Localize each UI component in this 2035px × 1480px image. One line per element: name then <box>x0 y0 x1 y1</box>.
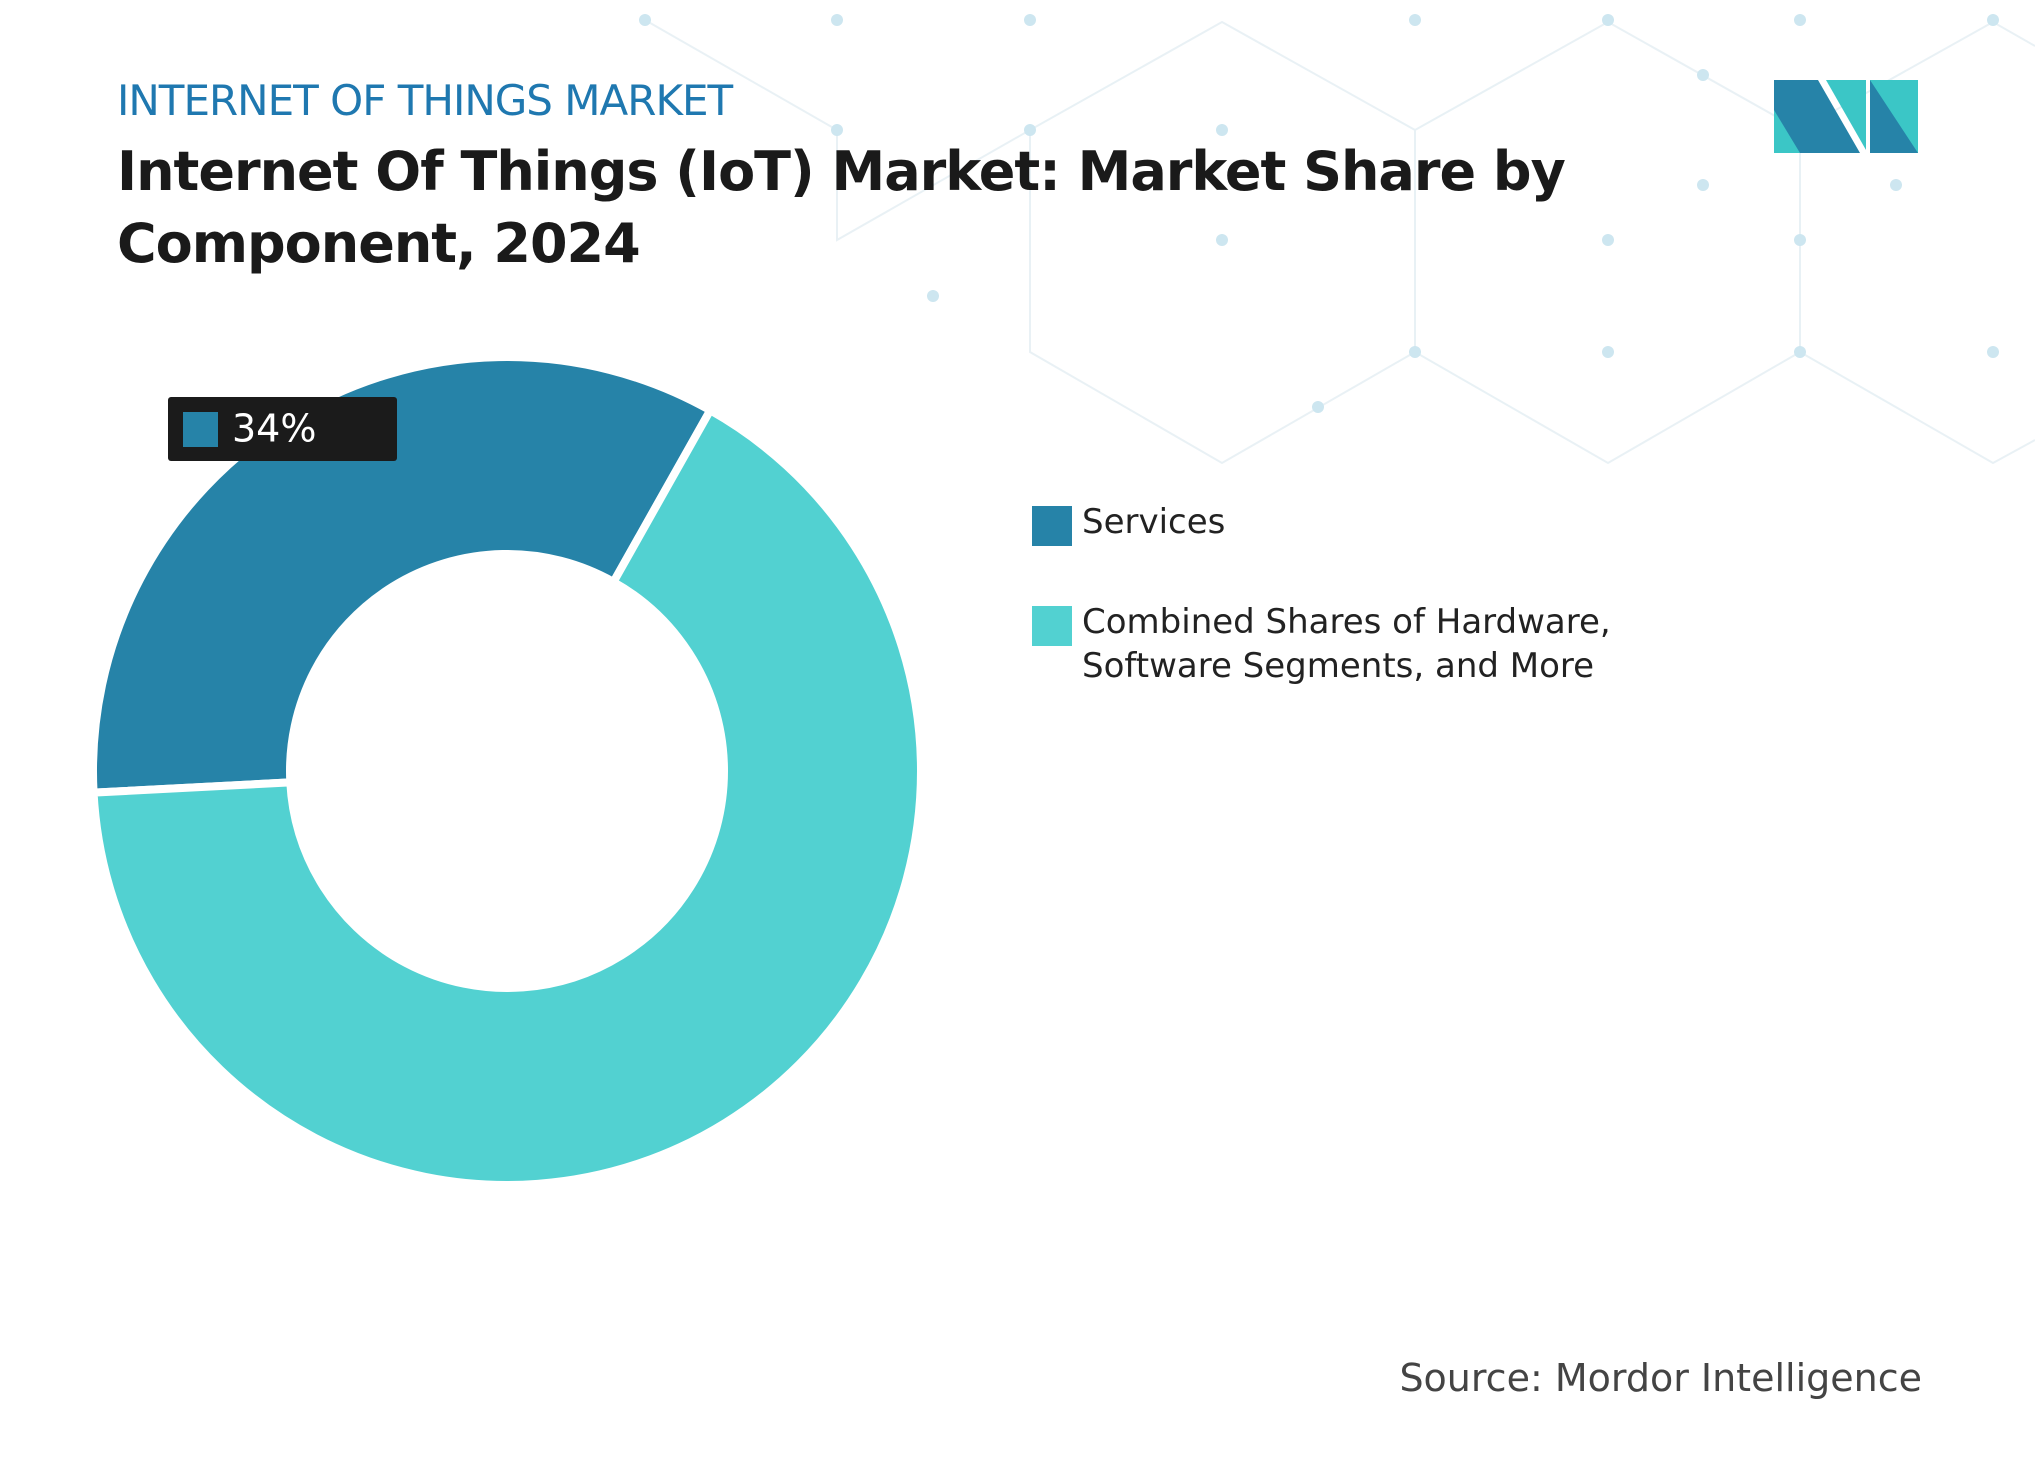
source: Source: Mordor Intelligence <box>1399 1356 1922 1400</box>
legend-item: Services <box>1032 500 1732 546</box>
legend: Services Combined Shares of Hardware, Sof… <box>1032 500 1732 744</box>
legend-swatch <box>1032 506 1072 546</box>
donut: 34% <box>89 353 925 1189</box>
donut-segment <box>89 404 925 1189</box>
chart-title: Internet Of Things (IoT) Market: Market … <box>117 140 1566 275</box>
data-label-swatch <box>183 412 218 447</box>
data-label-box <box>168 397 397 461</box>
legend-swatch <box>1032 606 1072 646</box>
background-dots <box>639 14 1999 413</box>
legend-item: Combined Shares of Hardware, Software Se… <box>1032 600 1732 688</box>
donut-segment <box>89 353 716 797</box>
legend-label: Combined Shares of Hardware, Software Se… <box>1082 602 1611 686</box>
data-label: 34% <box>232 407 316 451</box>
logo <box>1774 80 1918 153</box>
subtitle: INTERNET OF THINGS MARKET <box>117 76 733 125</box>
legend-label: Services <box>1082 502 1226 542</box>
